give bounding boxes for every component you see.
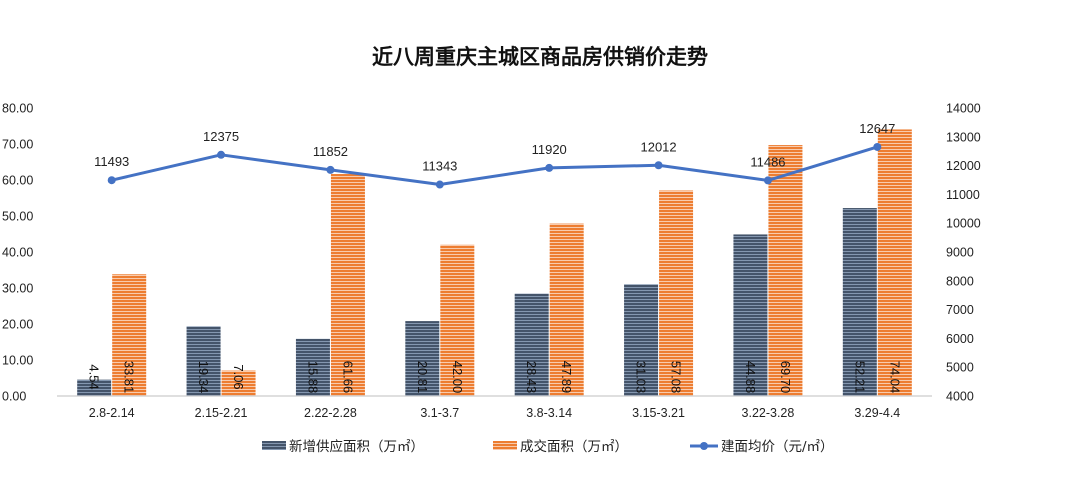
sales-bar-label: 69.70 bbox=[778, 361, 793, 394]
supply-bar-label: 19.34 bbox=[196, 361, 211, 394]
supply-bar bbox=[624, 284, 659, 396]
sales-bar-label: 57.08 bbox=[669, 361, 684, 394]
line-series: 11493 12375 11852 11343 11920 12012 11486 12647 bbox=[94, 121, 895, 189]
right-tick-label: 8000 bbox=[946, 274, 974, 288]
category-label: 3.15-3.21 bbox=[632, 406, 685, 420]
sales-bar bbox=[330, 174, 365, 396]
supply-bar bbox=[77, 379, 112, 396]
sales-bar bbox=[768, 145, 803, 396]
price-label: 11343 bbox=[422, 159, 457, 174]
supply-bar bbox=[733, 234, 768, 396]
sales-bar-label: 33.81 bbox=[122, 361, 137, 394]
supply-bar bbox=[405, 321, 440, 396]
left-tick-label: 70.00 bbox=[2, 138, 33, 152]
sales-bar-label: 42.00 bbox=[450, 361, 465, 394]
category-label: 2.15-2.21 bbox=[195, 406, 248, 420]
supply-bar bbox=[842, 208, 877, 396]
price-point bbox=[873, 142, 882, 151]
left-tick-label: 0.00 bbox=[2, 390, 26, 404]
price-label: 12375 bbox=[203, 129, 239, 144]
legend-price-label: 建面均价（元/㎡） bbox=[721, 439, 834, 455]
price-point bbox=[545, 163, 554, 172]
right-tick-label: 11000 bbox=[946, 188, 980, 202]
price-point bbox=[654, 161, 663, 170]
category-label: 3.1-3.7 bbox=[420, 406, 459, 420]
sales-bar bbox=[112, 274, 147, 396]
sales-bar-label: 61.66 bbox=[340, 361, 355, 394]
bar-series: 4.54 19.34 15.88 20.81 28.43 31.03 44.88 52.21 3… bbox=[77, 129, 912, 396]
x-axis: 2.8-2.14 2.15-2.21 2.22-2.28 3.1-3.7 3.8-3.1… bbox=[57, 395, 932, 420]
sales-bar bbox=[221, 370, 256, 396]
left-tick-label: 20.00 bbox=[2, 318, 33, 332]
supply-bar bbox=[514, 293, 549, 396]
price-point bbox=[326, 165, 335, 174]
price-point bbox=[435, 180, 444, 189]
right-tick-label: 13000 bbox=[946, 130, 981, 144]
right-tick-label: 7000 bbox=[946, 303, 974, 317]
left-tick-label: 30.00 bbox=[2, 282, 33, 296]
supply-bar-label: 28.43 bbox=[524, 361, 539, 394]
category-label: 3.22-3.28 bbox=[742, 406, 795, 420]
price-label: 11493 bbox=[94, 154, 129, 169]
sales-bar-label: 74.04 bbox=[887, 361, 902, 394]
left-tick-label: 50.00 bbox=[2, 210, 33, 224]
legend-sales-label: 成交面积（万㎡） bbox=[520, 438, 628, 455]
left-tick-label: 60.00 bbox=[2, 174, 33, 188]
chart-title: 近八周重庆主城区商品房供销价走势 bbox=[372, 45, 708, 69]
price-point bbox=[107, 176, 116, 185]
sales-bar bbox=[440, 244, 475, 396]
left-tick-label: 40.00 bbox=[2, 246, 33, 260]
price-line bbox=[111, 145, 878, 187]
price-label: 11852 bbox=[313, 144, 348, 159]
sales-bar-label: 47.89 bbox=[559, 361, 574, 394]
legend: 新增供应面积（万㎡） 成交面积（万㎡） 建面均价（元/㎡） bbox=[262, 438, 834, 455]
right-tick-label: 5000 bbox=[946, 361, 974, 375]
price-label: 11920 bbox=[532, 142, 567, 157]
category-label: 3.8-3.14 bbox=[526, 406, 572, 420]
right-tick-label: 4000 bbox=[946, 390, 974, 404]
legend-price-marker bbox=[700, 442, 708, 450]
price-label: 11486 bbox=[750, 154, 785, 169]
left-tick-label: 80.00 bbox=[2, 102, 33, 116]
supply-bar-label: 31.03 bbox=[634, 361, 649, 394]
price-point bbox=[763, 176, 772, 185]
supply-bar bbox=[186, 326, 221, 396]
sales-bar bbox=[549, 223, 584, 396]
right-tick-label: 6000 bbox=[946, 332, 974, 346]
supply-bar-label: 15.88 bbox=[305, 361, 320, 394]
supply-bar-label: 20.81 bbox=[415, 361, 430, 394]
legend-sales-swatch bbox=[493, 441, 517, 450]
right-axis: 4000 5000 6000 7000 8000 9000 10000 11000 12000 1… bbox=[946, 102, 981, 404]
price-label: 12012 bbox=[640, 139, 676, 154]
right-tick-label: 9000 bbox=[946, 246, 974, 260]
supply-bar-label: 4.54 bbox=[87, 364, 102, 389]
category-label: 2.22-2.28 bbox=[304, 406, 357, 420]
right-tick-label: 12000 bbox=[946, 159, 981, 173]
category-label: 2.8-2.14 bbox=[89, 406, 135, 420]
supply-bar-label: 44.88 bbox=[743, 361, 758, 394]
sales-bar-label: 7.06 bbox=[231, 364, 246, 389]
right-tick-label: 10000 bbox=[946, 217, 981, 231]
category-label: 3.29-4.4 bbox=[854, 406, 900, 420]
left-axis: 0.00 10.00 20.00 30.00 40.00 50.00 60.00 70.00 8… bbox=[2, 102, 33, 404]
supply-bar-label: 52.21 bbox=[852, 361, 867, 394]
legend-supply-swatch bbox=[262, 441, 286, 450]
price-point bbox=[217, 150, 226, 159]
sales-bar bbox=[659, 190, 694, 396]
price-label: 12647 bbox=[859, 121, 895, 136]
legend-supply-label: 新增供应面积（万㎡） bbox=[289, 438, 424, 455]
left-tick-label: 10.00 bbox=[2, 354, 33, 368]
supply-bar bbox=[295, 338, 330, 396]
right-tick-label: 14000 bbox=[946, 102, 981, 116]
sales-bar bbox=[877, 129, 912, 396]
